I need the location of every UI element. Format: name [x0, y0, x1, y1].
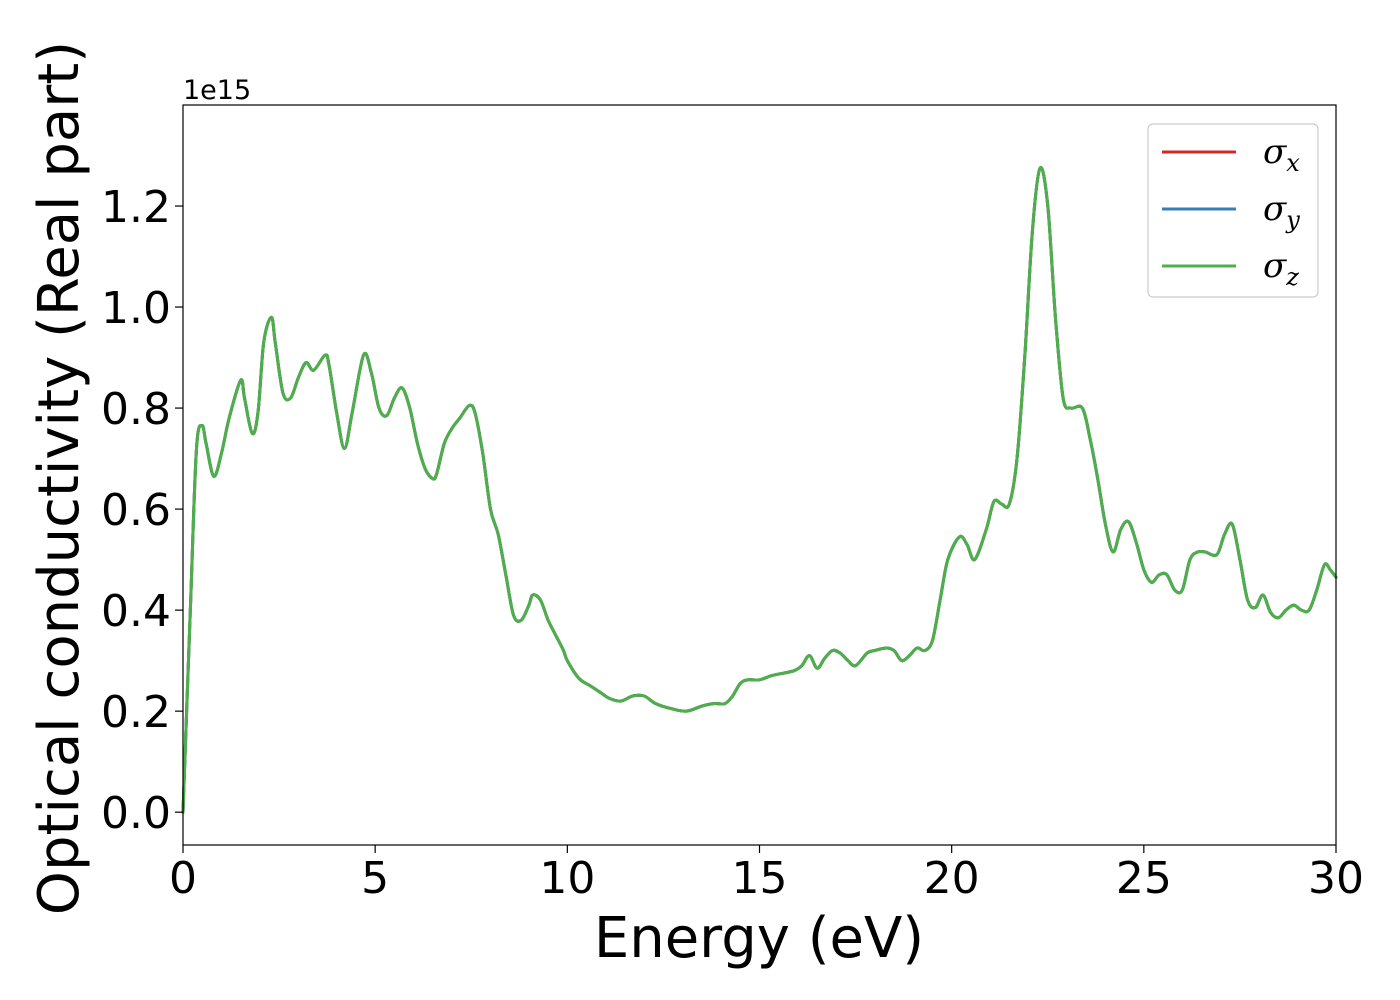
y-tick-label: 0.6 — [101, 485, 171, 536]
x-tick-label: 0 — [169, 853, 197, 904]
y-tick-label: 1.0 — [101, 283, 171, 334]
x-tick-label: 15 — [732, 853, 788, 904]
y-tick-label: 0.0 — [101, 788, 171, 839]
y-tick-label: 0.4 — [101, 586, 171, 637]
y-tick-label: 1.2 — [101, 182, 171, 233]
y-tick-label: 0.2 — [101, 687, 171, 738]
y-tick-label: 0.8 — [101, 384, 171, 435]
plot-area — [183, 105, 1336, 845]
x-axis: 0 5 10 15 20 25 30 — [169, 845, 1364, 904]
x-tick-label: 20 — [924, 853, 980, 904]
series-line-sigma-z — [181, 166, 1338, 814]
x-tick-label: 10 — [539, 853, 595, 904]
x-tick-label: 30 — [1308, 853, 1364, 904]
x-tick-label: 25 — [1116, 853, 1172, 904]
y-axis-title: Optical conductivity (Real part) — [27, 41, 92, 915]
x-axis-title: Energy (eV) — [594, 906, 924, 971]
series-layer — [181, 166, 1338, 814]
y-axis: 0.0 0.2 0.4 0.6 0.8 1.0 1.2 — [101, 182, 183, 839]
x-tick-label: 5 — [361, 853, 389, 904]
y-offset-label: 1e15 — [183, 75, 251, 106]
